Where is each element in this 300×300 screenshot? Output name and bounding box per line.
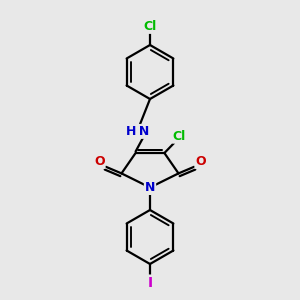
- Text: Cl: Cl: [143, 20, 157, 33]
- Text: N: N: [145, 181, 155, 194]
- Text: H N: H N: [126, 125, 150, 138]
- Text: I: I: [147, 276, 153, 289]
- Text: O: O: [94, 155, 105, 168]
- Text: Cl: Cl: [173, 130, 186, 143]
- Text: O: O: [195, 155, 206, 168]
